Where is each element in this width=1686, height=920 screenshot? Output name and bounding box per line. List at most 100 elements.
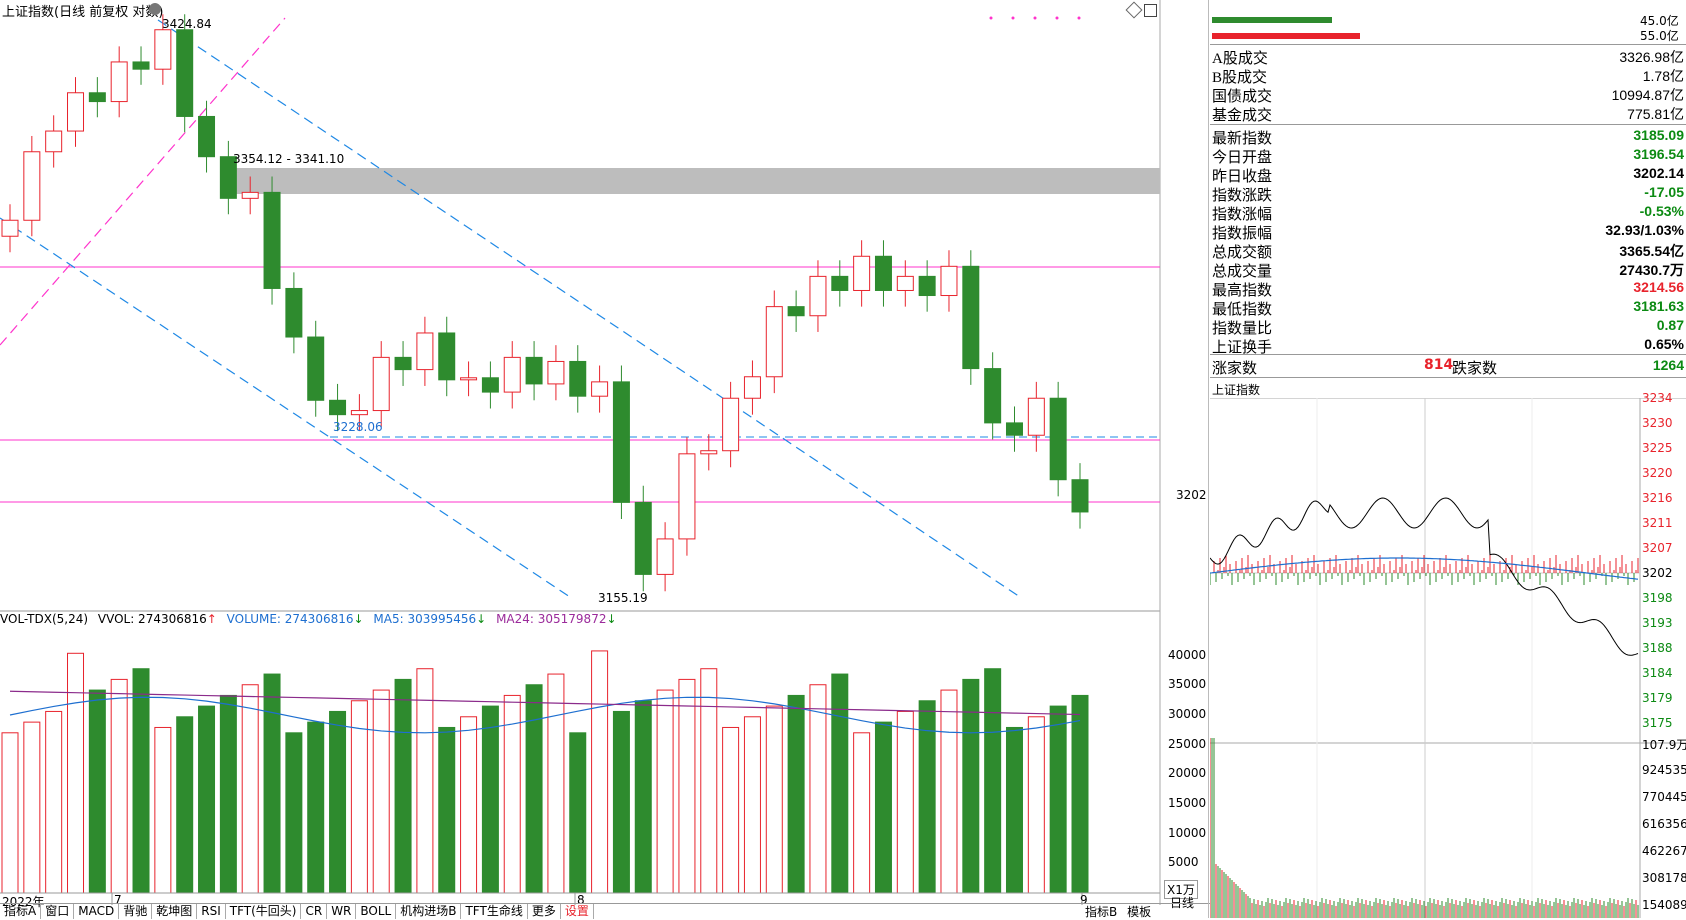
volume-bar <box>460 716 478 894</box>
candle-body <box>219 156 237 199</box>
stat-key: 总成交额 <box>1212 245 1273 261</box>
volume-bar <box>634 700 652 894</box>
stat-key: 指数涨幅 <box>1212 207 1273 223</box>
stat-value: 0.87 <box>1656 317 1684 333</box>
volume-bar <box>1049 705 1067 894</box>
candle-body <box>154 29 172 70</box>
chart-options-icon[interactable] <box>149 3 161 15</box>
candle-body <box>787 306 805 317</box>
candle-body <box>503 356 521 393</box>
vvol-value: VVOL: 274306816 <box>97 612 207 626</box>
candle-body <box>1071 479 1089 513</box>
tab-2[interactable]: MACD <box>74 904 120 919</box>
candle-body <box>329 399 347 416</box>
tab-13[interactable]: 设置 <box>561 904 594 919</box>
turnover-row: B股成交 1.78亿 <box>1212 66 1686 86</box>
tab-1[interactable]: 窗口 <box>41 904 75 919</box>
candle-body <box>372 356 390 412</box>
intraday-price-tick: 3202 <box>1642 566 1673 580</box>
candle-body <box>460 377 478 381</box>
stat-key: 最高指数 <box>1212 283 1273 299</box>
x-year-label: 2022年 <box>2 895 45 909</box>
intraday-price-tick: 3211 <box>1642 516 1673 530</box>
candle-body <box>591 381 609 397</box>
intraday-chart <box>1210 398 1686 918</box>
tab-3[interactable]: 背驰 <box>119 904 153 919</box>
ma5-line <box>9 696 1081 734</box>
tab-12[interactable]: 更多 <box>528 904 561 919</box>
volume-bar <box>110 678 128 894</box>
tab-11[interactable]: TFT生命线 <box>461 904 528 919</box>
right-price-label: 3202 <box>1176 488 1207 502</box>
candle-body <box>547 360 565 385</box>
intraday-price-tick: 3179 <box>1642 691 1673 705</box>
turnover-key: 国债成交 <box>1212 89 1273 105</box>
volume-bar <box>241 684 259 894</box>
tab-6[interactable]: TFT(牛回头) <box>226 904 302 919</box>
main-chart <box>0 0 1161 905</box>
candle-body <box>656 538 674 575</box>
stat-value: 0.65% <box>1644 336 1684 352</box>
volume-bar <box>1005 726 1023 894</box>
tab-template[interactable]: 模板 <box>1127 905 1152 919</box>
panel-toggle-icon[interactable] <box>1144 4 1157 17</box>
tab-5[interactable]: RSI <box>197 904 226 919</box>
tab-8[interactable]: WR <box>327 904 357 919</box>
volume-bar <box>853 732 871 894</box>
tab-10[interactable]: 机构进场B <box>396 904 462 919</box>
intraday-vol-tick: 616356 <box>1642 817 1686 831</box>
volume-y-tick: 15000 <box>1168 796 1207 810</box>
candle-body <box>569 360 587 397</box>
volume-bar <box>874 721 892 894</box>
volume-bar <box>831 673 849 894</box>
intraday-price-tick: 3225 <box>1642 441 1673 455</box>
tab-9[interactable]: BOLL <box>356 904 397 919</box>
turnover-value: 10994.87亿 <box>1611 87 1684 103</box>
intraday-price-line <box>1210 497 1639 656</box>
stat-value: -0.53% <box>1639 203 1684 219</box>
tab-4[interactable]: 乾坤图 <box>152 904 198 919</box>
candle-body <box>612 381 630 503</box>
turnover-row: A股成交 3326.98亿 <box>1212 47 1686 67</box>
support-annotation: 3228.06 <box>333 420 383 434</box>
resistance-zone <box>232 168 1160 194</box>
tab-indicator-b[interactable]: 指标B <box>1085 905 1118 919</box>
turnover-key: B股成交 <box>1212 70 1268 86</box>
volume-bar <box>569 732 587 894</box>
tab-7[interactable]: CR <box>301 904 328 919</box>
down-label: 跌家数 <box>1452 361 1498 377</box>
candle-body <box>765 306 783 378</box>
volume-bar <box>765 705 783 894</box>
candle-body <box>918 275 936 297</box>
candle-body <box>831 275 849 291</box>
x-tick-9: 9 <box>1080 893 1088 907</box>
volume-bar <box>329 710 347 894</box>
volume-bar <box>372 689 390 894</box>
volume-bar <box>700 668 718 894</box>
volume-bar <box>591 650 609 894</box>
volume-bar <box>1071 694 1089 894</box>
intraday-price-tick: 3207 <box>1642 541 1673 555</box>
volume-bar <box>176 716 194 894</box>
tab-0[interactable]: 指标A <box>0 904 42 919</box>
volume-value: VOLUME: 274306816 <box>226 612 354 626</box>
candle-body <box>241 191 259 199</box>
stat-value: 27430.7万 <box>1619 262 1684 278</box>
stat-row: 指数涨跌 -17.05 <box>1212 184 1686 204</box>
intraday-price-tick: 3230 <box>1642 416 1673 430</box>
volume-y-tick: 5000 <box>1168 855 1199 870</box>
intraday-avg-line <box>1210 557 1639 580</box>
advance-decline-row: 涨家数 814 跌家数 1264 <box>1212 357 1686 377</box>
trend-line-lower <box>0 217 571 598</box>
stat-key: 上证换手 <box>1212 340 1273 356</box>
intraday-price-tick: 3188 <box>1642 641 1673 655</box>
stat-key: 指数振幅 <box>1212 226 1273 242</box>
up-count: 814 <box>1424 357 1454 373</box>
volume-bar <box>438 726 456 894</box>
stat-key: 指数量比 <box>1212 321 1273 337</box>
volume-bar <box>23 721 41 894</box>
stat-row: 昨日收盘 3202.14 <box>1212 165 1686 185</box>
candle-body <box>438 332 456 381</box>
volume-bar <box>154 726 172 894</box>
marker-dots <box>989 16 1081 20</box>
